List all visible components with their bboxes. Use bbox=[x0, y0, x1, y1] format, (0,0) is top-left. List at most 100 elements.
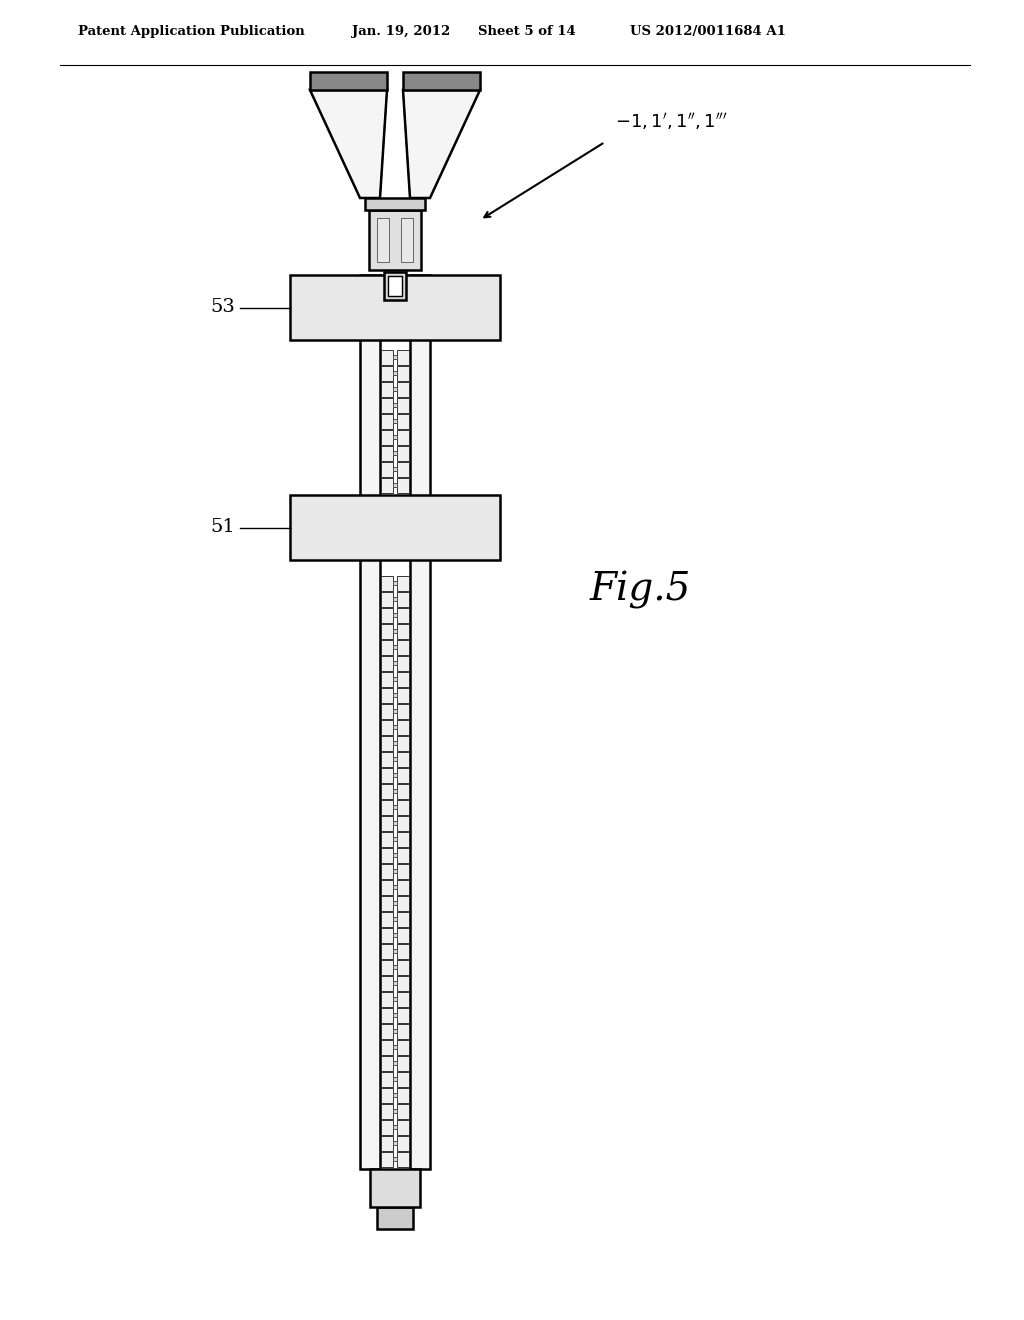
Bar bbox=[397, 1088, 409, 1102]
Point bbox=[394, 499, 411, 520]
Point bbox=[468, 516, 484, 537]
Bar bbox=[397, 816, 409, 830]
Bar bbox=[393, 387, 397, 391]
Point bbox=[351, 490, 368, 511]
Bar bbox=[397, 735, 409, 751]
Text: $-1,1',1'',1'''$: $-1,1',1'',1'''$ bbox=[615, 111, 728, 132]
Point bbox=[439, 527, 456, 548]
Bar bbox=[397, 1056, 409, 1071]
Point bbox=[383, 273, 399, 294]
Bar bbox=[393, 483, 397, 487]
Point bbox=[410, 512, 426, 533]
Bar bbox=[393, 1077, 397, 1081]
Point bbox=[441, 271, 458, 292]
Point bbox=[345, 318, 361, 339]
Point bbox=[319, 286, 336, 308]
Bar bbox=[393, 661, 397, 665]
Text: 51: 51 bbox=[210, 519, 234, 536]
Bar bbox=[393, 902, 397, 906]
Bar bbox=[393, 805, 397, 809]
Bar bbox=[381, 767, 393, 783]
Point bbox=[485, 521, 502, 543]
Point bbox=[395, 516, 412, 537]
Point bbox=[407, 536, 423, 557]
Point bbox=[434, 269, 451, 290]
Point bbox=[389, 500, 406, 521]
Point bbox=[403, 310, 420, 331]
Bar bbox=[393, 1012, 397, 1016]
Point bbox=[389, 511, 406, 532]
Bar bbox=[397, 1104, 409, 1118]
Bar bbox=[393, 1093, 397, 1097]
Bar bbox=[369, 210, 421, 271]
Point bbox=[463, 288, 479, 309]
Point bbox=[386, 517, 402, 539]
Point bbox=[382, 498, 398, 519]
Bar bbox=[381, 991, 393, 1006]
Bar bbox=[393, 645, 397, 649]
Point bbox=[417, 524, 433, 545]
Point bbox=[349, 520, 366, 541]
Point bbox=[317, 321, 334, 342]
Bar bbox=[393, 1140, 397, 1144]
Point bbox=[458, 302, 474, 323]
Bar bbox=[393, 837, 397, 841]
Bar bbox=[393, 436, 397, 440]
Bar bbox=[393, 933, 397, 937]
Bar bbox=[381, 672, 393, 686]
Bar bbox=[393, 917, 397, 921]
Point bbox=[387, 310, 403, 331]
Point bbox=[392, 271, 409, 292]
Bar bbox=[403, 73, 480, 90]
Point bbox=[419, 276, 435, 297]
Text: 53: 53 bbox=[210, 298, 234, 317]
Bar bbox=[397, 478, 409, 492]
Bar bbox=[393, 612, 397, 616]
Point bbox=[293, 296, 309, 317]
Polygon shape bbox=[310, 90, 387, 198]
Point bbox=[362, 292, 379, 313]
Bar bbox=[397, 991, 409, 1006]
Point bbox=[295, 524, 311, 545]
Point bbox=[431, 305, 447, 326]
Point bbox=[353, 289, 370, 310]
Point bbox=[415, 503, 431, 524]
Bar bbox=[381, 576, 393, 590]
Point bbox=[442, 528, 459, 549]
Bar bbox=[381, 944, 393, 958]
Point bbox=[307, 271, 324, 292]
Bar bbox=[381, 446, 393, 461]
Bar bbox=[393, 981, 397, 985]
Bar bbox=[393, 1045, 397, 1049]
Bar bbox=[381, 462, 393, 477]
Bar bbox=[393, 756, 397, 762]
Point bbox=[389, 300, 406, 321]
Bar bbox=[397, 751, 409, 767]
Bar bbox=[393, 355, 397, 359]
Bar bbox=[393, 821, 397, 825]
Point bbox=[318, 289, 335, 310]
Bar bbox=[397, 639, 409, 655]
Text: Patent Application Publication: Patent Application Publication bbox=[78, 25, 305, 38]
Bar bbox=[381, 1104, 393, 1118]
Point bbox=[287, 519, 303, 540]
Bar bbox=[393, 1109, 397, 1113]
Point bbox=[326, 524, 342, 545]
Bar bbox=[397, 607, 409, 623]
Bar bbox=[397, 446, 409, 461]
Bar bbox=[393, 436, 397, 440]
Bar bbox=[393, 949, 397, 953]
Bar bbox=[393, 853, 397, 857]
Bar bbox=[393, 902, 397, 906]
Point bbox=[389, 298, 406, 319]
Bar bbox=[381, 784, 393, 799]
Point bbox=[296, 310, 312, 331]
Bar bbox=[393, 1061, 397, 1065]
Bar bbox=[290, 495, 500, 560]
Point bbox=[424, 496, 440, 517]
Bar bbox=[393, 789, 397, 793]
Point bbox=[322, 271, 338, 292]
Point bbox=[364, 506, 380, 527]
Bar bbox=[397, 1023, 409, 1039]
Bar bbox=[381, 751, 393, 767]
